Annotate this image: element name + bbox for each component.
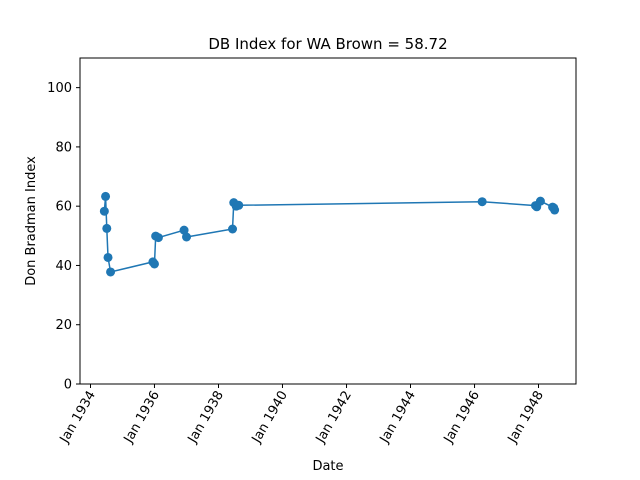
plot-area: 0 20 40 60 80 100 Jan 1934 Jan 1936 Jan 1938 Jan …: [47, 57, 577, 447]
x-tick-label: Jan 1936: [121, 389, 163, 447]
x-tick-label: Jan 1946: [441, 389, 483, 447]
data-point: [535, 196, 545, 206]
y-tick-label: 100: [47, 81, 72, 96]
chart-title: DB Index for WA Brown = 58.72: [208, 35, 447, 53]
data-point: [149, 259, 159, 269]
x-tick-label: Jan 1942: [313, 389, 355, 447]
data-point: [153, 233, 163, 243]
y-tick-label: 20: [55, 318, 72, 333]
data-point: [228, 224, 238, 234]
data-point: [234, 200, 244, 210]
data-point: [182, 232, 192, 242]
data-point: [179, 225, 189, 235]
plot-frame: [79, 57, 577, 385]
data-point: [102, 223, 112, 233]
data-point: [99, 206, 109, 216]
data-point: [550, 205, 560, 215]
data-point: [103, 252, 113, 262]
x-tick-label: Jan 1948: [505, 389, 547, 447]
y-tick-label: 60: [55, 200, 72, 215]
y-tick-label: 0: [64, 378, 72, 393]
x-tick-label: Jan 1934: [57, 389, 99, 447]
x-tick-label: Jan 1940: [249, 389, 291, 447]
x-tick-label: Jan 1938: [185, 389, 227, 447]
x-tick-label: Jan 1944: [377, 389, 419, 447]
series-line: [103, 196, 556, 273]
data-point: [101, 191, 111, 201]
x-axis-label: Date: [312, 459, 343, 474]
data-point: [477, 197, 487, 207]
y-tick-label: 40: [55, 259, 72, 274]
y-tick-label: 80: [55, 140, 72, 155]
data-point: [106, 267, 116, 277]
y-axis-label: Don Bradman Index: [24, 156, 39, 286]
